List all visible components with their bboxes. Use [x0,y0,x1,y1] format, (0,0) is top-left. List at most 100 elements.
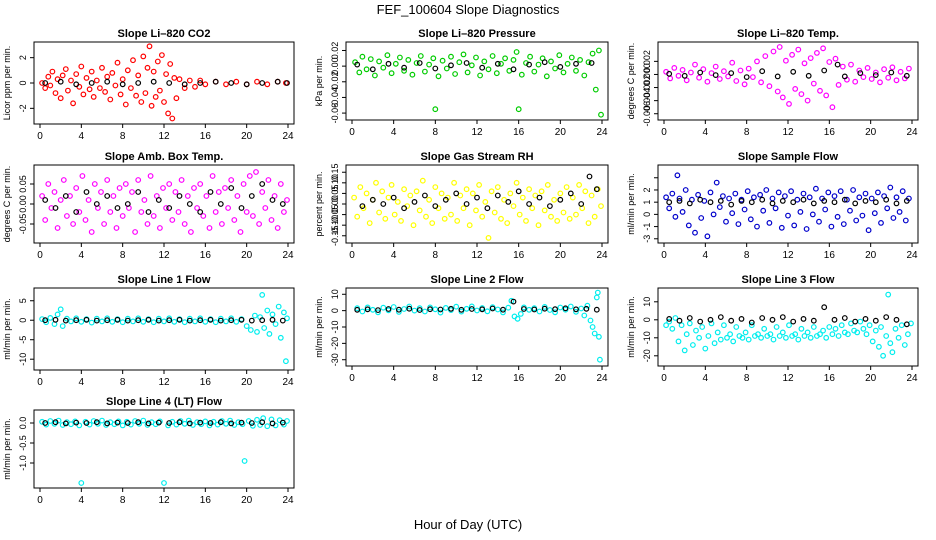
data-point [773,324,780,330]
data-point [197,315,204,322]
data-point [140,53,147,60]
data-point [409,71,416,78]
data-point [186,201,193,207]
data-point [498,215,504,222]
data-point [161,480,167,486]
data-point [88,80,95,86]
data-point [210,418,217,425]
data-point [107,209,114,215]
data-point [140,417,147,424]
data-point [881,66,887,73]
data-point [899,188,906,195]
y-tick-label: 0.15 [330,163,340,181]
data-point [489,53,496,59]
data-point [223,420,229,427]
data-point [243,323,250,330]
data-point [669,190,676,197]
data-point [171,74,178,81]
data-point [150,78,157,85]
data-point [697,318,704,325]
data-point [690,342,696,348]
data-point [52,419,59,426]
data-point [373,179,379,186]
data-point [392,60,399,67]
x-tick-label: 16 [200,495,212,506]
data-point [848,61,854,68]
data-point [711,340,718,347]
data-point [741,81,748,88]
panel-title: Slope Line 1 Flow [118,274,211,286]
series-magenta [663,44,912,111]
data-point [372,72,378,79]
data-point [488,188,495,195]
data-point [384,52,391,59]
data-point [566,215,573,222]
data-point [589,50,596,57]
data-point [265,177,272,183]
data-point [864,64,871,71]
data-point [578,305,585,312]
data-point [411,307,418,314]
data-point [155,197,162,203]
page-title: FEF_100604 Slope Diagnostics [376,2,560,17]
data-point [489,305,496,312]
data-point [145,420,152,427]
y-axis-label: ml/min per min. [314,296,324,358]
data-point [744,188,751,195]
data-point [834,61,841,68]
data-point [748,322,755,329]
data-point [485,234,492,241]
data-point [375,309,381,316]
data-point [426,61,433,68]
y-tick-label: -1 [642,223,652,231]
data-point [766,219,773,226]
data-point [73,209,80,215]
data-point [721,68,727,75]
data-point [826,59,833,65]
data-point [484,205,491,212]
data-point [494,60,501,67]
data-point [676,197,683,204]
data-point [76,209,83,215]
data-point [748,199,755,206]
data-point [839,63,846,70]
y-tick-label: 2 [18,55,28,60]
data-point [181,81,188,88]
data-point [505,198,512,205]
data-point [272,321,279,328]
data-point [562,305,569,312]
data-point [510,66,517,73]
data-point [844,196,850,203]
data-point [871,210,878,217]
data-point [70,100,76,107]
data-point [51,189,58,195]
data-point [674,172,681,179]
data-point [823,334,830,341]
data-point [166,205,173,211]
y-tick-label: 0.00 [330,195,340,213]
data-point [817,331,823,338]
x-tick-label: 8 [433,250,439,261]
data-point [460,205,467,212]
x-tick-label: 16 [824,127,836,138]
data-point [810,317,817,324]
data-point [268,217,275,223]
y-tick-label: 10 [330,289,340,299]
series-black [42,181,286,215]
series-black [42,316,286,324]
data-point [557,63,564,70]
data-point [57,306,64,313]
data-point [135,419,142,426]
data-point [679,208,686,215]
data-point [47,315,54,321]
data-point [903,72,910,79]
x-tick-label: 4 [79,377,85,388]
data-point [587,317,594,324]
x-tick-label: 8 [433,127,439,138]
data-point [666,199,673,206]
data-point [429,220,436,227]
data-point [713,179,720,186]
data-point [169,418,176,425]
x-tick-label: 4 [391,127,397,138]
